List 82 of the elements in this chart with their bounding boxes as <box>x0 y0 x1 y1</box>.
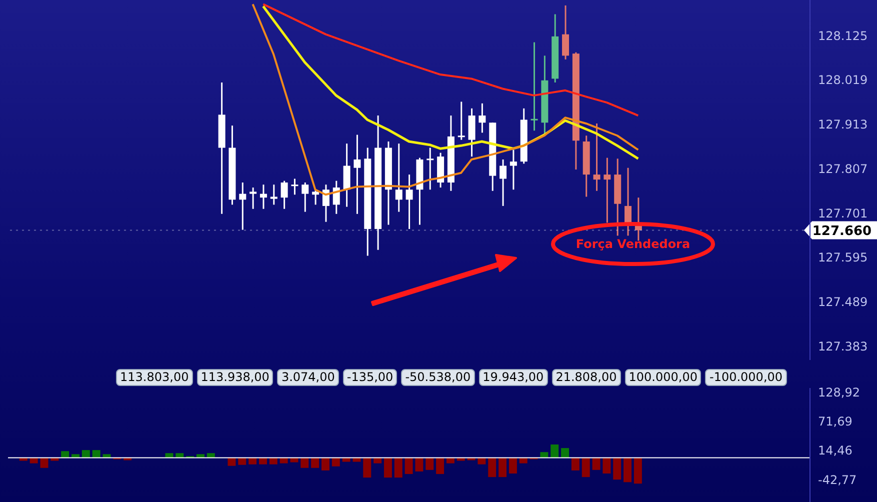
bar <box>488 458 496 478</box>
text: 19.943,00 <box>478 369 548 386</box>
candlestick <box>239 182 246 231</box>
text: -100.000,00 <box>705 369 787 386</box>
bar <box>634 458 642 484</box>
bar <box>238 458 246 465</box>
text: -50.538,00 <box>401 369 475 386</box>
bar <box>519 458 528 464</box>
bar <box>321 458 330 470</box>
candlestick <box>312 188 320 206</box>
candlestick <box>458 100 465 141</box>
bar <box>498 458 507 478</box>
bar <box>624 458 632 482</box>
bar <box>550 444 559 458</box>
y-tick-label: 127.701 <box>818 206 868 220</box>
bar <box>613 458 622 480</box>
candlestick <box>478 102 486 134</box>
candlestick <box>354 134 361 215</box>
bar <box>415 458 424 472</box>
candlestick <box>280 180 288 210</box>
candlestick <box>593 122 600 192</box>
bar <box>478 458 486 464</box>
bar <box>394 458 402 478</box>
bar <box>582 458 590 478</box>
bar <box>592 458 600 470</box>
candlestick <box>500 158 507 207</box>
bar <box>436 458 444 474</box>
text: 3.074,00 <box>277 369 339 386</box>
bar <box>40 458 48 468</box>
bar <box>508 458 517 474</box>
bar <box>311 458 320 468</box>
bar <box>446 458 454 464</box>
candlestick <box>604 157 611 224</box>
candlestick <box>562 4 570 60</box>
bar <box>404 458 413 474</box>
y-tick-label: 71,69 <box>818 414 852 428</box>
text: 21.808,00 <box>552 369 621 386</box>
bar <box>290 458 298 462</box>
bar <box>561 448 570 458</box>
text: 113.938,00 <box>196 369 274 386</box>
bar <box>363 458 372 478</box>
y-tick-label: 127.595 <box>818 250 868 265</box>
candlestick <box>395 142 402 213</box>
bar <box>248 458 257 464</box>
bar <box>426 458 434 470</box>
candlestick <box>406 174 413 230</box>
y-tick-label: 127.913 <box>818 118 868 132</box>
bar <box>332 458 340 466</box>
y-tick-label: 128.125 <box>818 28 868 43</box>
bar <box>374 458 382 464</box>
y-tick-label: 127.807 <box>818 162 868 176</box>
candlestick <box>270 184 278 206</box>
bar <box>269 458 278 464</box>
line-series <box>262 3 640 117</box>
text: 100.000,00 <box>624 369 702 386</box>
candlestick <box>260 184 267 210</box>
candlestick <box>302 182 309 213</box>
y-tick-label: 14,46 <box>818 444 852 458</box>
ref-line-label: 127.660 <box>812 224 872 240</box>
candlestick <box>291 178 298 196</box>
text: 113.803,00 <box>116 369 193 386</box>
bar <box>602 458 611 474</box>
candlestick <box>530 42 538 132</box>
y-tick-label: 128,92 <box>818 385 860 400</box>
bar <box>258 458 267 464</box>
bar <box>228 458 236 466</box>
y-tick-label: 127.383 <box>818 339 868 354</box>
bar <box>384 458 392 478</box>
bar <box>300 458 309 468</box>
y-tick-label: 127.489 <box>818 295 868 310</box>
candlestick <box>510 149 517 190</box>
text: -135,00 <box>342 369 398 386</box>
candlestick <box>624 167 632 236</box>
candlestick <box>250 186 257 210</box>
annotation: Força Vendedora <box>576 237 690 251</box>
y-tick-label: 128.019 <box>818 73 868 88</box>
bar <box>30 458 38 464</box>
bar <box>280 458 288 464</box>
candlestick <box>426 147 434 190</box>
y-tick-label: -42,77 <box>818 472 857 487</box>
candlestick <box>343 142 350 208</box>
bar <box>571 458 580 470</box>
